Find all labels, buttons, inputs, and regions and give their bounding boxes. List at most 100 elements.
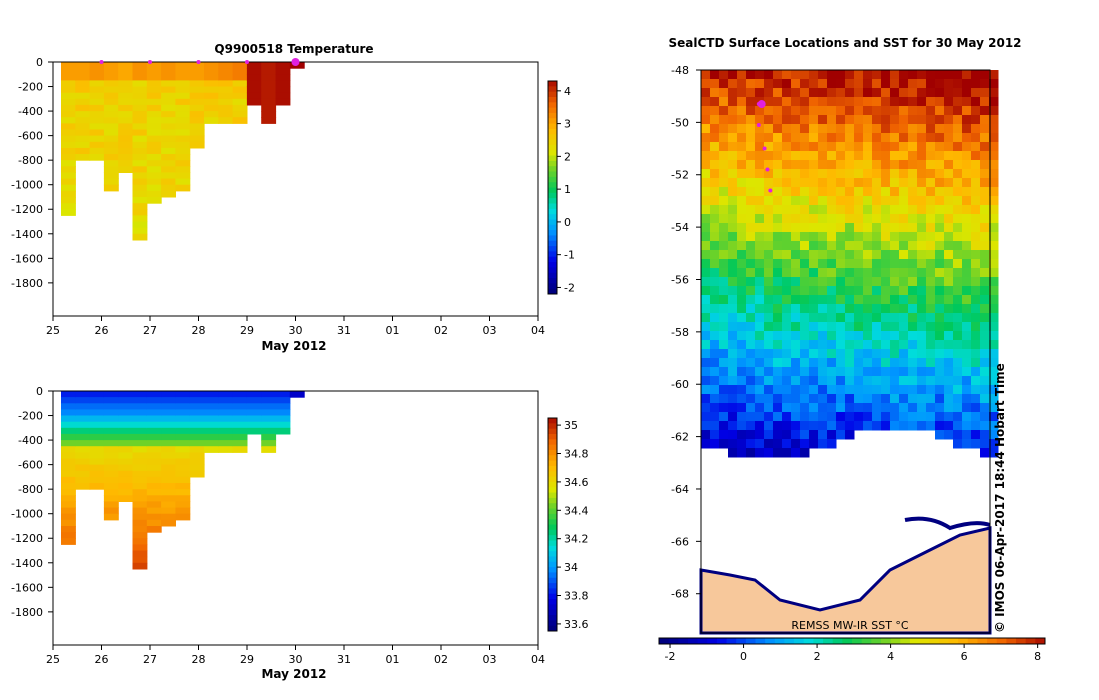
colorbar-tick-label: -2: [564, 281, 575, 294]
sst-cell: [881, 97, 891, 107]
sst-cell: [890, 205, 900, 215]
temperature-cell: [75, 147, 91, 155]
temperature-cell: [175, 178, 191, 186]
temperature-cell: [232, 62, 248, 69]
sst-cell: [710, 79, 720, 89]
sst-cell: [737, 97, 747, 107]
sst-cell: [881, 322, 891, 332]
sst-cell: [737, 385, 747, 395]
sst-cell: [863, 97, 873, 107]
sst-cell: [908, 250, 918, 260]
sst-cell: [773, 394, 783, 404]
sst-cell: [836, 430, 846, 440]
sst-cell: [827, 79, 837, 89]
sst-cell: [953, 394, 963, 404]
sst-cell: [818, 187, 828, 197]
sst-cell: [863, 106, 873, 116]
sst-cell: [962, 178, 972, 188]
sst-cell: [809, 88, 819, 98]
temperature-cell: [146, 147, 162, 155]
salinity-cell: [161, 452, 176, 460]
salinity-cell: [161, 427, 176, 435]
sst-cell: [800, 322, 810, 332]
sst-cell: [845, 205, 855, 215]
sst-cell: [701, 106, 711, 116]
credit-text: © IMOS 06-Apr-2017 18:44 Hobart Time: [993, 363, 1007, 633]
sst-cell: [926, 97, 936, 107]
sst-cell: [854, 196, 864, 206]
sst-cell: [989, 439, 999, 449]
salinity-cell: [118, 415, 134, 423]
colorbar-segment: [697, 638, 708, 644]
sst-cell: [737, 232, 747, 242]
temperature-cell: [261, 111, 277, 118]
colorbar-segment: [832, 638, 843, 644]
sst-cell: [818, 223, 828, 233]
sst-cell: [782, 412, 792, 422]
y-tick-label: 0: [36, 385, 43, 398]
colorbar-tick-label: -2: [665, 650, 676, 663]
temperature-cell: [161, 123, 176, 131]
sst-cell: [917, 358, 927, 368]
temperature-cell: [61, 209, 76, 216]
sst-cell: [827, 115, 837, 125]
sst-cell: [881, 223, 891, 233]
temperature-cell: [75, 129, 91, 137]
salinity-panel: 0-200-400-600-800-1000-1200-1400-1600-18…: [11, 385, 588, 681]
temperature-cell: [132, 154, 148, 161]
salinity-cell: [118, 446, 134, 453]
salinity-cell: [246, 391, 262, 398]
temperature-cell: [218, 86, 234, 94]
salinity-cell: [132, 538, 148, 545]
sst-cell: [719, 367, 729, 377]
sst-cell: [881, 259, 891, 269]
sst-cell: [746, 151, 756, 161]
salinity-cell: [161, 470, 176, 478]
temperature-cell: [103, 104, 119, 112]
sst-cell: [971, 295, 981, 305]
sst-cell: [809, 115, 819, 125]
sst-cell: [800, 115, 810, 125]
sst-cell: [917, 412, 927, 422]
sst-cell: [962, 106, 972, 116]
sst-cell: [953, 223, 963, 233]
salinity-cell: [132, 415, 148, 423]
sst-cell: [854, 376, 864, 386]
sst-cell: [953, 412, 963, 422]
sst-cell: [701, 385, 711, 395]
sst-cell: [818, 358, 828, 368]
salinity-cell: [175, 452, 191, 460]
sst-cell: [953, 331, 963, 341]
sst-cell: [737, 340, 747, 350]
sst-cell: [881, 358, 891, 368]
sst-cell: [818, 394, 828, 404]
sst-cell: [746, 88, 756, 98]
sst-cell: [863, 385, 873, 395]
sst-cell: [827, 124, 837, 134]
colorbar-segment: [548, 567, 557, 573]
colorbar-segment: [548, 288, 557, 295]
sst-cell: [935, 277, 945, 287]
temperature-cell: [132, 80, 148, 88]
sst-cell: [962, 115, 972, 125]
sst-cell: [863, 376, 873, 386]
sst-cell: [800, 241, 810, 251]
sst-cell: [782, 205, 792, 215]
temperature-cell: [146, 178, 162, 186]
temperature-cell: [103, 147, 119, 155]
sst-cell: [872, 295, 882, 305]
sst-cell: [719, 196, 729, 206]
salinity-cell: [175, 397, 191, 404]
temperature-cell: [175, 123, 191, 131]
salinity-cell: [189, 391, 205, 398]
sst-cell: [926, 133, 936, 143]
sst-cell: [863, 142, 873, 152]
sst-cell: [944, 421, 954, 431]
temperature-cell: [132, 209, 148, 216]
sst-cell: [791, 448, 801, 458]
temperature-cell: [103, 135, 119, 143]
colorbar-frame: [547, 80, 558, 295]
y-tick-label: -800: [18, 154, 43, 167]
sst-cell: [818, 295, 828, 305]
y-tick-label: -1000: [11, 508, 43, 521]
